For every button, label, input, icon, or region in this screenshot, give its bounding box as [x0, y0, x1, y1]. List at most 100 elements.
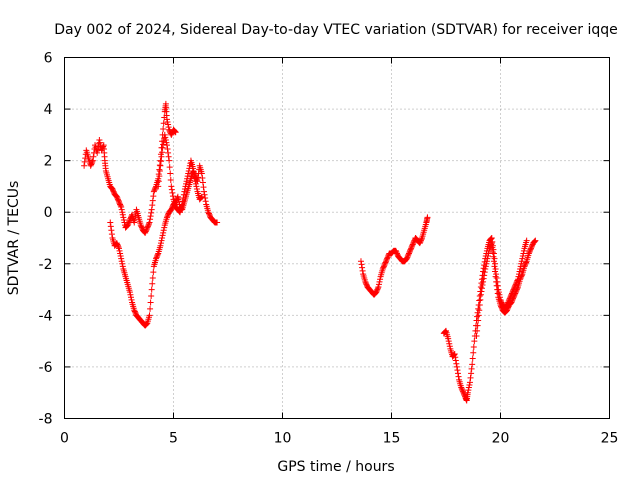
data-point [81, 162, 88, 169]
data-point [490, 253, 497, 260]
data-point [115, 197, 122, 204]
data-point [455, 373, 462, 380]
data-point [467, 374, 474, 381]
data-point [380, 264, 387, 271]
data-point [180, 191, 187, 198]
data-point [108, 231, 115, 238]
data-point [172, 129, 179, 136]
data-point [159, 235, 166, 241]
data-point [117, 253, 124, 260]
data-point [408, 244, 415, 251]
data-point [489, 249, 496, 256]
data-point [508, 299, 515, 306]
data-point [383, 258, 390, 265]
data-point [116, 247, 123, 254]
x-tick-label: 15 [383, 431, 401, 447]
data-point [164, 146, 171, 153]
data-point [363, 281, 370, 288]
data-point [167, 176, 174, 183]
data-point [148, 293, 155, 300]
data-point [156, 167, 163, 174]
data-point [131, 308, 138, 315]
data-point [114, 241, 121, 248]
data-point [417, 238, 424, 245]
data-point [114, 196, 121, 203]
data-point [519, 253, 526, 260]
data-point [357, 258, 364, 265]
data-point [359, 267, 366, 274]
data-point [198, 194, 205, 201]
data-point [446, 340, 453, 347]
y-tick-label: -6 [39, 360, 53, 376]
data-point [374, 285, 381, 292]
data-point [192, 178, 199, 185]
data-point [88, 161, 95, 168]
data-point [181, 188, 188, 195]
data-point [94, 149, 101, 156]
data-point [522, 262, 529, 269]
data-point [113, 193, 120, 200]
y-tick-label: 0 [44, 205, 53, 221]
data-point [146, 219, 153, 226]
data-point [179, 198, 186, 205]
data-point [155, 175, 162, 182]
data-point [408, 245, 415, 252]
data-point [155, 178, 162, 185]
data-points [81, 100, 539, 404]
data-point [490, 258, 497, 265]
data-point [473, 332, 480, 339]
y-tick-label: 2 [44, 154, 53, 170]
data-point [517, 265, 524, 272]
data-point [514, 285, 521, 292]
data-point [160, 141, 167, 148]
data-point [164, 118, 171, 125]
data-point [485, 250, 492, 257]
data-point [477, 291, 484, 298]
data-point [89, 158, 96, 165]
y-tick-label: 4 [44, 102, 53, 118]
data-point [362, 278, 369, 285]
data-point [451, 351, 458, 358]
data-point [148, 209, 155, 216]
x-tick-label: 10 [274, 431, 292, 447]
data-point [464, 389, 471, 396]
data-point [505, 304, 512, 311]
data-point [119, 263, 126, 270]
data-point [511, 291, 518, 298]
data-point [193, 186, 200, 193]
data-point [469, 361, 476, 368]
data-point [184, 175, 191, 182]
data-point [481, 269, 488, 276]
data-point [522, 260, 529, 267]
data-point [163, 116, 170, 123]
x-tick-label: 0 [60, 431, 69, 447]
data-point [201, 188, 208, 195]
data-point [526, 249, 533, 256]
data-point [107, 219, 114, 226]
data-point [470, 349, 477, 356]
data-point [144, 223, 151, 230]
data-point [145, 222, 152, 229]
data-point [458, 385, 465, 392]
x-tick-labels: 0 5 10 15 20 25 [60, 431, 618, 447]
data-point [486, 245, 493, 252]
data-point [381, 262, 388, 269]
data-point [382, 259, 389, 266]
data-point [475, 305, 482, 312]
data-point [511, 293, 518, 300]
data-point [183, 178, 190, 185]
series-segment-3-b [473, 237, 539, 339]
data-point [118, 258, 125, 265]
data-point [109, 186, 116, 193]
data-point [157, 242, 164, 249]
data-point [518, 273, 525, 280]
data-point [409, 242, 416, 249]
axis-ticks [64, 57, 610, 419]
data-point [532, 237, 539, 244]
data-point [493, 274, 500, 281]
data-point [192, 180, 199, 187]
data-point [405, 250, 412, 257]
data-point [156, 166, 163, 173]
data-point [358, 261, 365, 268]
data-point [481, 272, 488, 279]
